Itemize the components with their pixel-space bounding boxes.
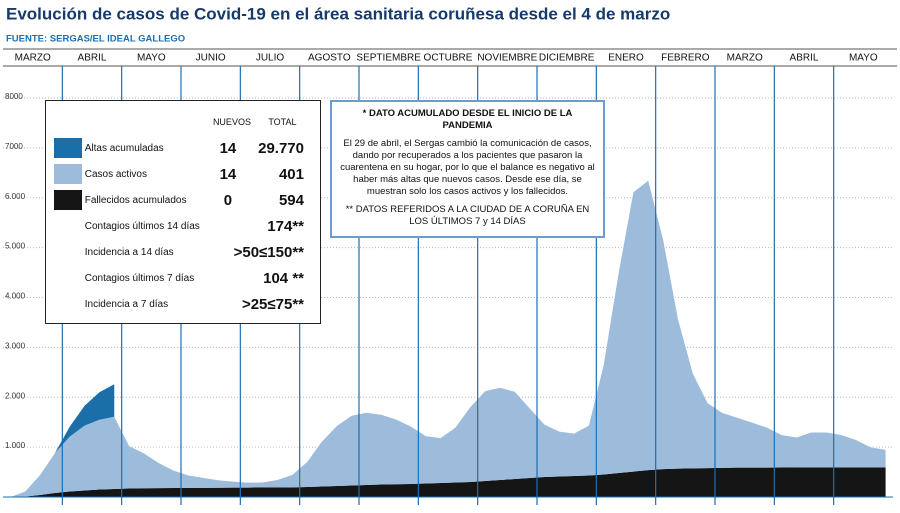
x-tick-label: MARZO <box>15 53 51 64</box>
note-text: El 29 de abril, el Sergas cambió la comu… <box>340 138 595 197</box>
summary-value: >50≤150** <box>233 243 304 261</box>
summary-label: Contagios últimos 7 días <box>84 272 195 284</box>
legend-value: 14 <box>219 139 237 157</box>
cell <box>54 109 85 135</box>
summary-value: 174** <box>267 217 304 235</box>
legend-header: NUEVOS TOTAL <box>54 109 312 135</box>
cell <box>54 213 85 239</box>
y-tick-label: 1.000 <box>5 441 26 450</box>
source: FUENTE: SERGAS/EL IDEAL GALLEGO <box>6 34 185 45</box>
x-tick-label: MAYO <box>849 53 878 64</box>
y-tick-label: 2.000 <box>5 391 26 400</box>
x-tick-label: DICIEMBRE <box>539 53 595 64</box>
x-tick-label: AGOSTO <box>308 53 351 64</box>
header-cell: TOTAL <box>268 117 297 127</box>
legend-label: Casos activos <box>84 168 147 180</box>
legend-value: 29.770 <box>258 139 304 157</box>
x-tick-label: JULIO <box>256 53 285 64</box>
x-tick-label: FEBRERO <box>661 53 710 64</box>
summary-row: Incidencia a 7 días >25≤75** <box>54 291 312 317</box>
cell <box>54 291 85 317</box>
legend-swatch <box>54 164 82 184</box>
x-tick-label: ABRIL <box>78 53 107 64</box>
x-tick-label: SEPTIEMBRE <box>356 53 421 64</box>
summary-row: Contagios últimos 7 días 104 ** <box>54 265 312 291</box>
summary-label: Incidencia a 7 días <box>84 298 169 310</box>
summary-label: Incidencia a 14 días <box>84 246 174 258</box>
legend-value: 401 <box>278 165 304 183</box>
x-tick-label: ENERO <box>608 53 644 64</box>
cell <box>54 239 85 265</box>
summary-row: Contagios últimos 14 días 174** <box>54 213 312 239</box>
x-tick-label: MARZO <box>727 53 763 64</box>
cell <box>54 265 85 291</box>
legend-row: Casos activos 14 401 <box>54 161 312 187</box>
summary-label: Contagios últimos 14 días <box>84 220 200 232</box>
legend-swatch <box>54 138 82 158</box>
x-tick-label: JUNIO <box>196 53 226 64</box>
summary-value: >25≤75** <box>241 295 304 313</box>
legend-label: Altas acumuladas <box>84 142 164 154</box>
legend-value: 594 <box>278 191 304 209</box>
note-box: * DATO ACUMULADO DESDE EL INICIO DE LA P… <box>330 100 605 238</box>
y-tick-label: 3.000 <box>5 341 26 350</box>
cell <box>54 135 85 161</box>
x-tick-label: OCTUBRE <box>424 53 473 64</box>
y-tick-label: 6.000 <box>5 192 26 201</box>
legend: NUEVOS TOTAL Altas acumuladas 14 29.770 Casos… <box>45 100 321 324</box>
area <box>10 180 886 498</box>
note-title: * DATO ACUMULADO DESDE EL INICIO DE LA P… <box>362 108 573 131</box>
y-tick-label: 4.000 <box>5 292 26 301</box>
legend-row: Altas acumuladas 14 29.770 <box>54 135 312 161</box>
legend-label: Fallecidos acumulados <box>84 194 187 206</box>
summary-value: 104 ** <box>263 269 304 287</box>
legend-value: 0 <box>223 191 233 209</box>
legend-table: NUEVOS TOTAL Altas acumuladas 14 29.770 Casos… <box>54 109 312 317</box>
legend-value: 14 <box>219 165 237 183</box>
y-tick-label: 7000 <box>5 142 23 151</box>
x-tick-label: NOVIEMBRE <box>477 53 537 64</box>
cell <box>85 109 211 135</box>
legend-swatch <box>54 190 82 210</box>
area <box>10 467 886 497</box>
x-tick-label: ABRIL <box>790 53 819 64</box>
header-cell: NUEVOS <box>212 117 251 127</box>
note-footnote: ** DATOS REFERIDOS A LA CIUDAD DE A CORU… <box>345 204 590 227</box>
y-tick-label: 5.000 <box>5 242 26 251</box>
chart-title: Evolución de casos de Covid-19 en el áre… <box>6 4 670 23</box>
summary-row: Incidencia a 14 días >50≤150** <box>54 239 312 265</box>
y-tick-label: 8000 <box>5 92 23 101</box>
cell <box>54 187 85 213</box>
x-tick-label: MAYO <box>137 53 166 64</box>
legend-row: Fallecidos acumulados 0 594 <box>54 187 312 213</box>
cell <box>54 161 85 187</box>
